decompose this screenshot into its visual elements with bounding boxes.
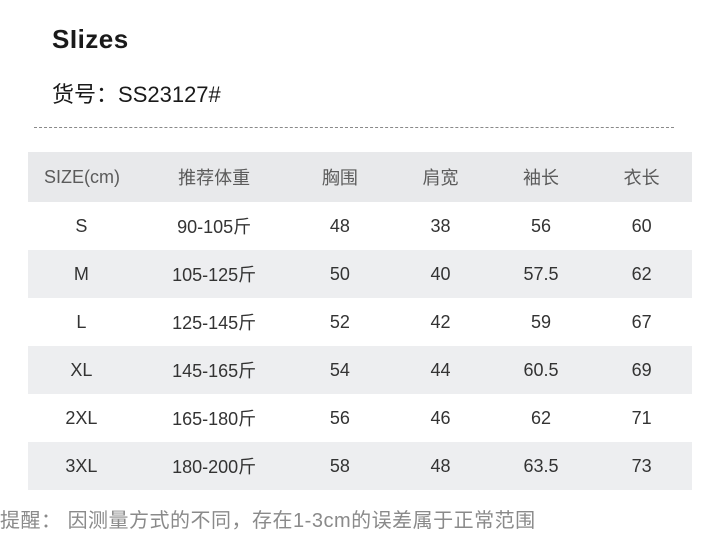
col-length: 衣长 bbox=[591, 152, 692, 202]
cell: 71 bbox=[591, 394, 692, 442]
cell: 105-125斤 bbox=[139, 250, 290, 298]
note-label: 提醒： bbox=[0, 510, 62, 532]
cell: 62 bbox=[591, 250, 692, 298]
cell: 165-180斤 bbox=[139, 394, 290, 442]
sku-label: 货号： bbox=[52, 82, 118, 107]
cell: 67 bbox=[591, 298, 692, 346]
cell: 145-165斤 bbox=[139, 346, 290, 394]
note: 提醒： 因测量方式的不同，存在1-3cm的误差属于正常范围 bbox=[0, 504, 720, 533]
col-bust: 胸围 bbox=[290, 152, 391, 202]
cell: 56 bbox=[290, 394, 391, 442]
cell: 69 bbox=[591, 346, 692, 394]
cell: 46 bbox=[390, 394, 491, 442]
note-text: 因测量方式的不同，存在1-3cm的误差属于正常范围 bbox=[68, 510, 536, 532]
cell: 48 bbox=[290, 202, 391, 250]
cell: 60 bbox=[591, 202, 692, 250]
table-row: 3XL 180-200斤 58 48 63.5 73 bbox=[28, 442, 692, 490]
table-row: M 105-125斤 50 40 57.5 62 bbox=[28, 250, 692, 298]
sku-value: SS23127# bbox=[118, 82, 221, 107]
sku-line: 货号：SS23127# bbox=[52, 77, 692, 109]
cell: 56 bbox=[491, 202, 592, 250]
cell: M bbox=[28, 250, 139, 298]
table-row: S 90-105斤 48 38 56 60 bbox=[28, 202, 692, 250]
section-title: SIizes bbox=[52, 24, 692, 55]
cell: 125-145斤 bbox=[139, 298, 290, 346]
col-weight: 推荐体重 bbox=[139, 152, 290, 202]
col-sleeve: 袖长 bbox=[491, 152, 592, 202]
cell: 50 bbox=[290, 250, 391, 298]
cell: S bbox=[28, 202, 139, 250]
divider bbox=[34, 127, 674, 128]
cell: 2XL bbox=[28, 394, 139, 442]
cell: 54 bbox=[290, 346, 391, 394]
table-row: 2XL 165-180斤 56 46 62 71 bbox=[28, 394, 692, 442]
cell: 62 bbox=[491, 394, 592, 442]
cell: 48 bbox=[390, 442, 491, 490]
cell: 57.5 bbox=[491, 250, 592, 298]
cell: 40 bbox=[390, 250, 491, 298]
table-header-row: SIZE(cm) 推荐体重 胸围 肩宽 袖长 衣长 bbox=[28, 152, 692, 202]
cell: 38 bbox=[390, 202, 491, 250]
cell: 63.5 bbox=[491, 442, 592, 490]
cell: 42 bbox=[390, 298, 491, 346]
table-body: S 90-105斤 48 38 56 60 M 105-125斤 50 40 5… bbox=[28, 202, 692, 490]
cell: 59 bbox=[491, 298, 592, 346]
col-shoulder: 肩宽 bbox=[390, 152, 491, 202]
cell: 90-105斤 bbox=[139, 202, 290, 250]
cell: 73 bbox=[591, 442, 692, 490]
cell: XL bbox=[28, 346, 139, 394]
cell: L bbox=[28, 298, 139, 346]
cell: 3XL bbox=[28, 442, 139, 490]
cell: 180-200斤 bbox=[139, 442, 290, 490]
cell: 44 bbox=[390, 346, 491, 394]
table-row: L 125-145斤 52 42 59 67 bbox=[28, 298, 692, 346]
table-row: XL 145-165斤 54 44 60.5 69 bbox=[28, 346, 692, 394]
cell: 58 bbox=[290, 442, 391, 490]
col-size: SIZE(cm) bbox=[28, 152, 139, 202]
cell: 60.5 bbox=[491, 346, 592, 394]
cell: 52 bbox=[290, 298, 391, 346]
size-table: SIZE(cm) 推荐体重 胸围 肩宽 袖长 衣长 S 90-105斤 48 3… bbox=[28, 152, 692, 490]
